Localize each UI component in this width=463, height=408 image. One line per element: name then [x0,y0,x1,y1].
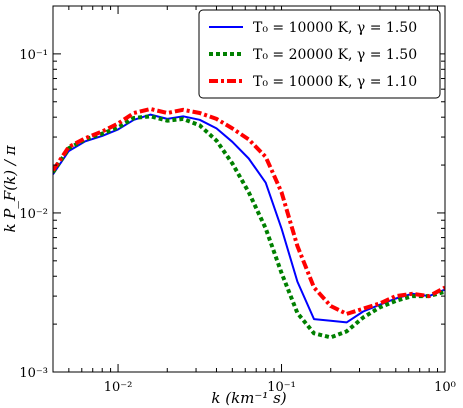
legend-label-1: T₀ = 10000 K, γ = 1.50 [253,20,417,36]
series-line-3 [53,107,445,316]
legend: T₀ = 10000 K, γ = 1.50 T₀ = 20000 K, γ = … [198,9,441,99]
y-tick-label: 10⁻² [19,207,48,222]
x-tick-label: 10⁰ [434,380,456,395]
legend-box [198,9,441,99]
plot-area [53,107,445,340]
plot-frame [52,5,446,373]
x-axis-label: k (km⁻¹ s) [211,389,286,407]
y-tick-label: 10⁻³ [19,366,48,381]
series-line-2 [53,114,445,340]
legend-label-3: T₀ = 10000 K, γ = 1.10 [253,74,417,90]
y-axis-label: k P_F(k) / π [1,144,19,232]
axis-tick-labels: 10⁻² 10⁻¹ 10⁰ 10⁻³ 10⁻² 10⁻¹ [19,48,456,395]
legend-label-2: T₀ = 20000 K, γ = 1.50 [253,47,417,63]
x-tick-label: 10⁻² [104,380,133,395]
x-tick-label: 10⁻¹ [267,380,296,395]
axis-ticks [53,6,446,373]
y-tick-label: 10⁻¹ [19,48,48,63]
series-line-1 [53,113,445,324]
